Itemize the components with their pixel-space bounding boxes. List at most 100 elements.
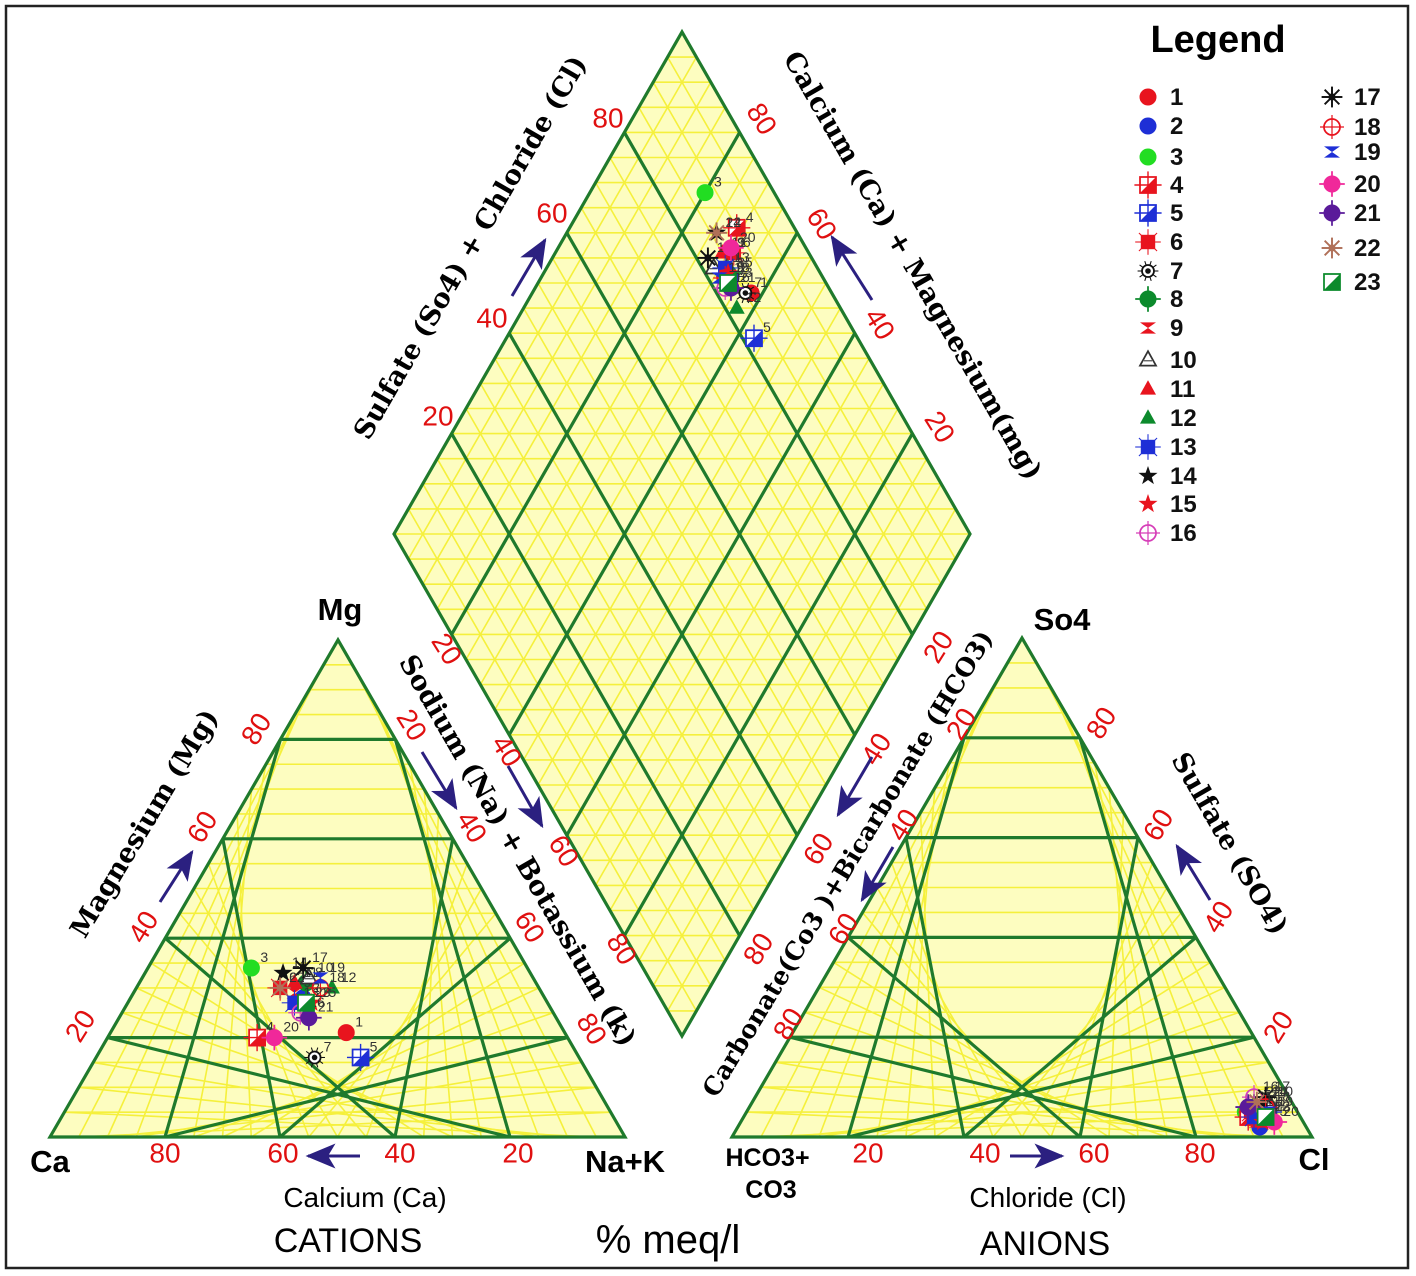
cation-vertex-top: Mg [318,592,363,627]
so4-vertex-text: So4 [1034,602,1092,637]
legend-label: 16 [1170,520,1197,547]
anion-sample-point [1246,1091,1268,1113]
legend-entry: 9 [1140,315,1183,342]
fine-grid-line [150,962,425,1138]
anion-sample-label: 22 [1266,1083,1282,1099]
major-grid-line [846,936,1082,1139]
cation-bottom-tick-label: 40 [384,1137,415,1168]
anion-vertex-top: So4 [1034,602,1092,637]
anion-bottom-tick-label: 60 [1078,1137,1109,1168]
legend-label: 14 [1170,463,1197,490]
cation-sample-label: 22 [289,969,305,985]
diamond-sample-point [740,324,768,352]
major-grid-line [107,1036,511,1139]
fine-grid-line [1108,812,1125,1138]
major-grid-line [164,1036,568,1139]
fine-grid-line [365,863,468,1138]
legend-marker [1140,322,1156,334]
legend-label: 3 [1170,144,1183,171]
legend-entry: 13 [1135,434,1197,461]
legend-title: Legend [1150,19,1285,61]
cation-bottom-tick-label: 20 [502,1137,533,1168]
fine-grid-line [833,961,1110,1138]
cation-bottom-tick-label: 80 [149,1137,180,1168]
cation-sample-label: 10 [318,959,334,975]
anion-vertex-left: HCO3+ CO3 [725,1144,816,1204]
fine-grid-line [78,1086,568,1138]
legend-entry: 23 [1323,269,1381,296]
legend-marker [1136,521,1160,545]
legend-entry: 14 [1138,463,1197,490]
anion-left-arrow [860,846,895,903]
diamond-sample-label: 9 [737,234,745,250]
legend-label: 19 [1354,139,1381,166]
legend-label: 11 [1170,376,1195,403]
legend-marker [1319,171,1345,197]
legend-entry: 17 [1321,84,1381,111]
cation-sample-point [242,959,260,977]
anion-sample-label: 10 [1278,1083,1294,1099]
diamond-sample-label: 21 [740,269,756,285]
legend-marker [1139,148,1157,166]
diamond-sample-label: 2 [740,259,748,275]
axis-arrows [158,234,1212,1169]
legend-marker [1134,171,1162,199]
fine-grid-line [422,813,440,1138]
legend-marker [1135,434,1161,460]
major-grid-line [904,837,966,1138]
legend-entry: 15 [1138,491,1197,518]
cation-sample-point [337,1024,355,1042]
cation-sample-label: 18 [329,969,345,985]
cation-triangle-major-grid [107,737,568,1139]
cation-sample-point [299,967,319,985]
anion-sample-label: 18 [1275,1088,1291,1104]
cation-sample-label: 4 [266,1019,274,1035]
plot-areas [47,28,1315,1139]
anion-sample-label: 5 [1278,1093,1286,1109]
legend-label: 12 [1170,405,1197,432]
legend-label: 13 [1170,434,1197,461]
cation-sample-label: 17 [312,949,328,965]
legend-label: 22 [1354,235,1381,262]
diamond-border [392,28,972,1040]
legend-label: 23 [1354,269,1381,296]
legend-entry: 11 [1140,376,1195,403]
legend-marker [1138,349,1158,367]
major-grid-line [393,738,512,1138]
diamond-upper-left-tick-label: 40 [476,302,507,333]
cation-sample-point [273,962,293,982]
cation-vertex-left: Ca [30,1144,70,1179]
diamond-sample-label: 1 [760,274,768,290]
diamond-sample-label: 5 [763,319,771,335]
fine-grid-line [861,911,1052,1138]
anion-vertex-left-line1: HCO3+ [725,1144,809,1172]
major-grid-line [1078,837,1140,1138]
major-grid-line [565,332,857,836]
legend-label: 2 [1170,113,1183,140]
legend-marker [1321,237,1343,259]
legend-marker [1320,115,1344,139]
fine-grid-line [423,789,454,1138]
major-grid-line [847,1035,1255,1139]
cation-sample-label: 3 [260,949,268,965]
diamond-lower-right-arrow [836,756,874,818]
cation-sample-point [269,977,291,999]
anion-sample-label: 14 [1272,1083,1288,1099]
major-grid-line [565,232,857,736]
major-grid-line [789,1035,1197,1139]
diamond-lower-left-arrow [506,765,544,829]
major-grid-line [623,131,914,636]
anion-sample-label: 21 [1257,1088,1273,1104]
legend-entry: 2 [1139,113,1183,140]
legend-entry: 10 [1138,347,1197,374]
diamond-sample-point [723,214,751,242]
diamond-upper-left-tick-label: 60 [536,197,567,228]
legend-entry: 5 [1134,199,1183,227]
legend-marker [1139,117,1157,135]
legend-marker [1134,199,1162,227]
anion-sample-label: 19 [1278,1093,1294,1109]
legend-entry: 6 [1135,229,1183,256]
legend-marker [1140,409,1156,424]
